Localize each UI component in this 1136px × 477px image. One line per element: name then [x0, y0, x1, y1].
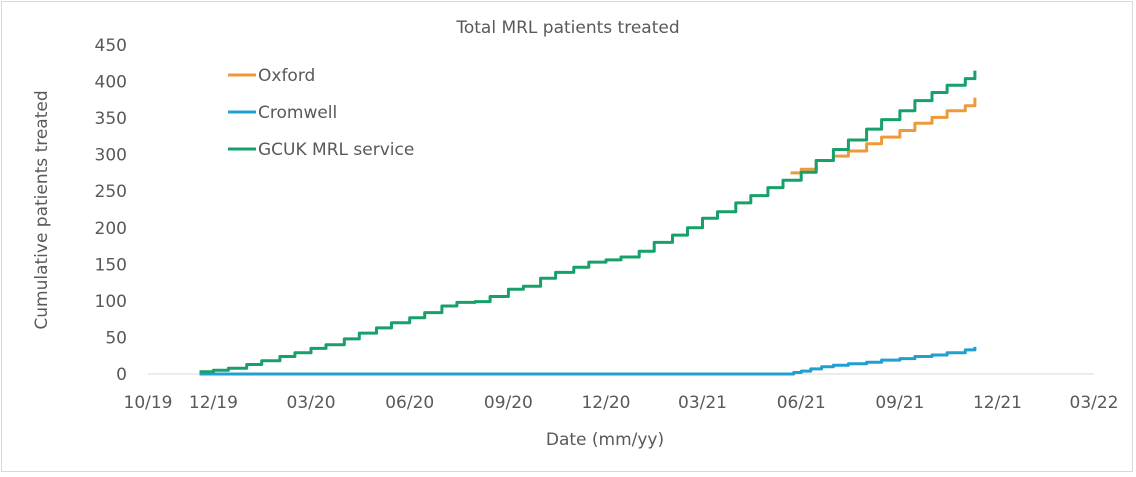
x-tick-label: 09/21 — [875, 393, 924, 413]
y-axis-label: Cumulative patients treated — [32, 90, 52, 329]
x-tick-label: 06/20 — [385, 393, 434, 413]
legend-label: Oxford — [258, 66, 315, 86]
y-tick-label: 100 — [95, 292, 127, 312]
x-tick-label: 03/21 — [678, 393, 727, 413]
x-tick-label: 03/22 — [1070, 393, 1119, 413]
y-tick-label: 200 — [95, 219, 127, 239]
x-tick-label: 09/20 — [484, 393, 533, 413]
x-axis: 10/19 12/19 03/20 06/20 09/20 12/20 03/21 06/21… — [124, 393, 1119, 413]
legend-label: GCUK MRL service — [258, 140, 414, 160]
x-tick-label: 10/19 — [124, 393, 173, 413]
x-tick-label: 03/20 — [287, 393, 336, 413]
chart-title: Total MRL patients treated — [455, 18, 679, 38]
plot-lines — [199, 70, 977, 376]
y-tick-label: 50 — [105, 328, 127, 348]
x-tick-label: 12/21 — [973, 393, 1022, 413]
y-tick-label: 350 — [95, 109, 127, 129]
y-tick-label: 450 — [95, 36, 127, 56]
series-line-gcuk-mrl-service — [199, 70, 977, 374]
y-tick-label: 250 — [95, 182, 127, 202]
y-tick-label: 300 — [95, 146, 127, 166]
x-tick-label: 12/19 — [189, 393, 238, 413]
legend: Oxford Cromwell GCUK MRL service — [228, 66, 414, 160]
legend-label: Cromwell — [258, 103, 337, 123]
y-tick-label: 400 — [95, 73, 127, 93]
x-tick-label: 06/21 — [777, 393, 826, 413]
y-tick-label: 0 — [116, 365, 127, 385]
x-tick-label: 12/20 — [581, 393, 630, 413]
y-tick-label: 150 — [95, 255, 127, 275]
y-axis: 0 50 100 150 200 250 300 350 400 450 — [95, 36, 127, 385]
x-axis-label: Date (mm/yy) — [546, 430, 664, 450]
series-line-cromwell — [199, 346, 977, 376]
